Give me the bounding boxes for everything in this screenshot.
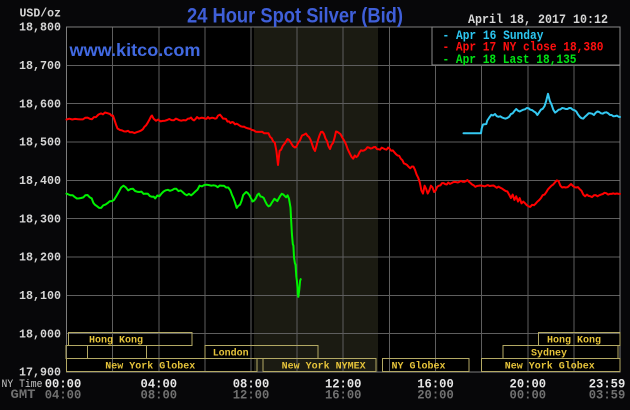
svg-text:20:00: 20:00 bbox=[417, 387, 454, 402]
svg-text:08:00: 08:00 bbox=[141, 387, 178, 402]
svg-text:London: London bbox=[213, 348, 249, 360]
svg-text:NY Time: NY Time bbox=[2, 379, 43, 391]
svg-text:18,700: 18,700 bbox=[19, 59, 61, 73]
svg-text:04:00: 04:00 bbox=[141, 376, 178, 391]
svg-text:03:59: 03:59 bbox=[589, 387, 626, 402]
svg-text:18,400: 18,400 bbox=[19, 174, 61, 188]
svg-text:16:00: 16:00 bbox=[417, 376, 454, 391]
svg-text:www.kitco.com: www.kitco.com bbox=[68, 40, 200, 60]
svg-text:- Apr 17 NY close 18,380: - Apr 17 NY close 18,380 bbox=[443, 41, 604, 55]
svg-text:New York Globex: New York Globex bbox=[505, 361, 596, 373]
svg-text:04:00: 04:00 bbox=[45, 387, 82, 402]
svg-text:- Apr 16 Sunday: - Apr 16 Sunday bbox=[443, 29, 544, 43]
svg-text:18,200: 18,200 bbox=[19, 251, 61, 265]
svg-text:18,100: 18,100 bbox=[19, 289, 61, 303]
svg-text:18,500: 18,500 bbox=[19, 136, 61, 150]
svg-text:18,300: 18,300 bbox=[19, 212, 61, 226]
svg-text:GMT: GMT bbox=[11, 388, 37, 402]
svg-text:New York Globex: New York Globex bbox=[105, 361, 196, 373]
svg-text:16:00: 16:00 bbox=[325, 387, 362, 402]
svg-text:USD/oz: USD/oz bbox=[20, 7, 62, 21]
svg-text:18,600: 18,600 bbox=[19, 97, 61, 111]
svg-text:12:00: 12:00 bbox=[233, 387, 270, 402]
svg-text:00:00: 00:00 bbox=[45, 376, 82, 391]
svg-text:23:59: 23:59 bbox=[589, 376, 626, 391]
svg-text:- Apr 18 Last 18,135: - Apr 18 Last 18,135 bbox=[443, 53, 577, 67]
svg-text:12:00: 12:00 bbox=[325, 376, 362, 391]
svg-text:NY Globex: NY Globex bbox=[392, 361, 447, 373]
svg-text:Hong Kong: Hong Kong bbox=[547, 335, 601, 347]
svg-text:18,800: 18,800 bbox=[19, 21, 61, 35]
svg-text:17,900: 17,900 bbox=[19, 365, 61, 379]
svg-text:Hong Kong: Hong Kong bbox=[89, 335, 143, 347]
svg-text:Sydney: Sydney bbox=[531, 348, 568, 360]
svg-text:April 18, 2017 10:12: April 18, 2017 10:12 bbox=[468, 12, 608, 27]
svg-text:New York NYMEX: New York NYMEX bbox=[282, 361, 367, 373]
svg-text:24 Hour Spot Silver (Bid): 24 Hour Spot Silver (Bid) bbox=[187, 5, 403, 28]
svg-text:00:00: 00:00 bbox=[510, 387, 547, 402]
svg-text:08:00: 08:00 bbox=[233, 376, 270, 391]
svg-text:20:00: 20:00 bbox=[510, 376, 547, 391]
svg-text:18,000: 18,000 bbox=[19, 327, 61, 341]
